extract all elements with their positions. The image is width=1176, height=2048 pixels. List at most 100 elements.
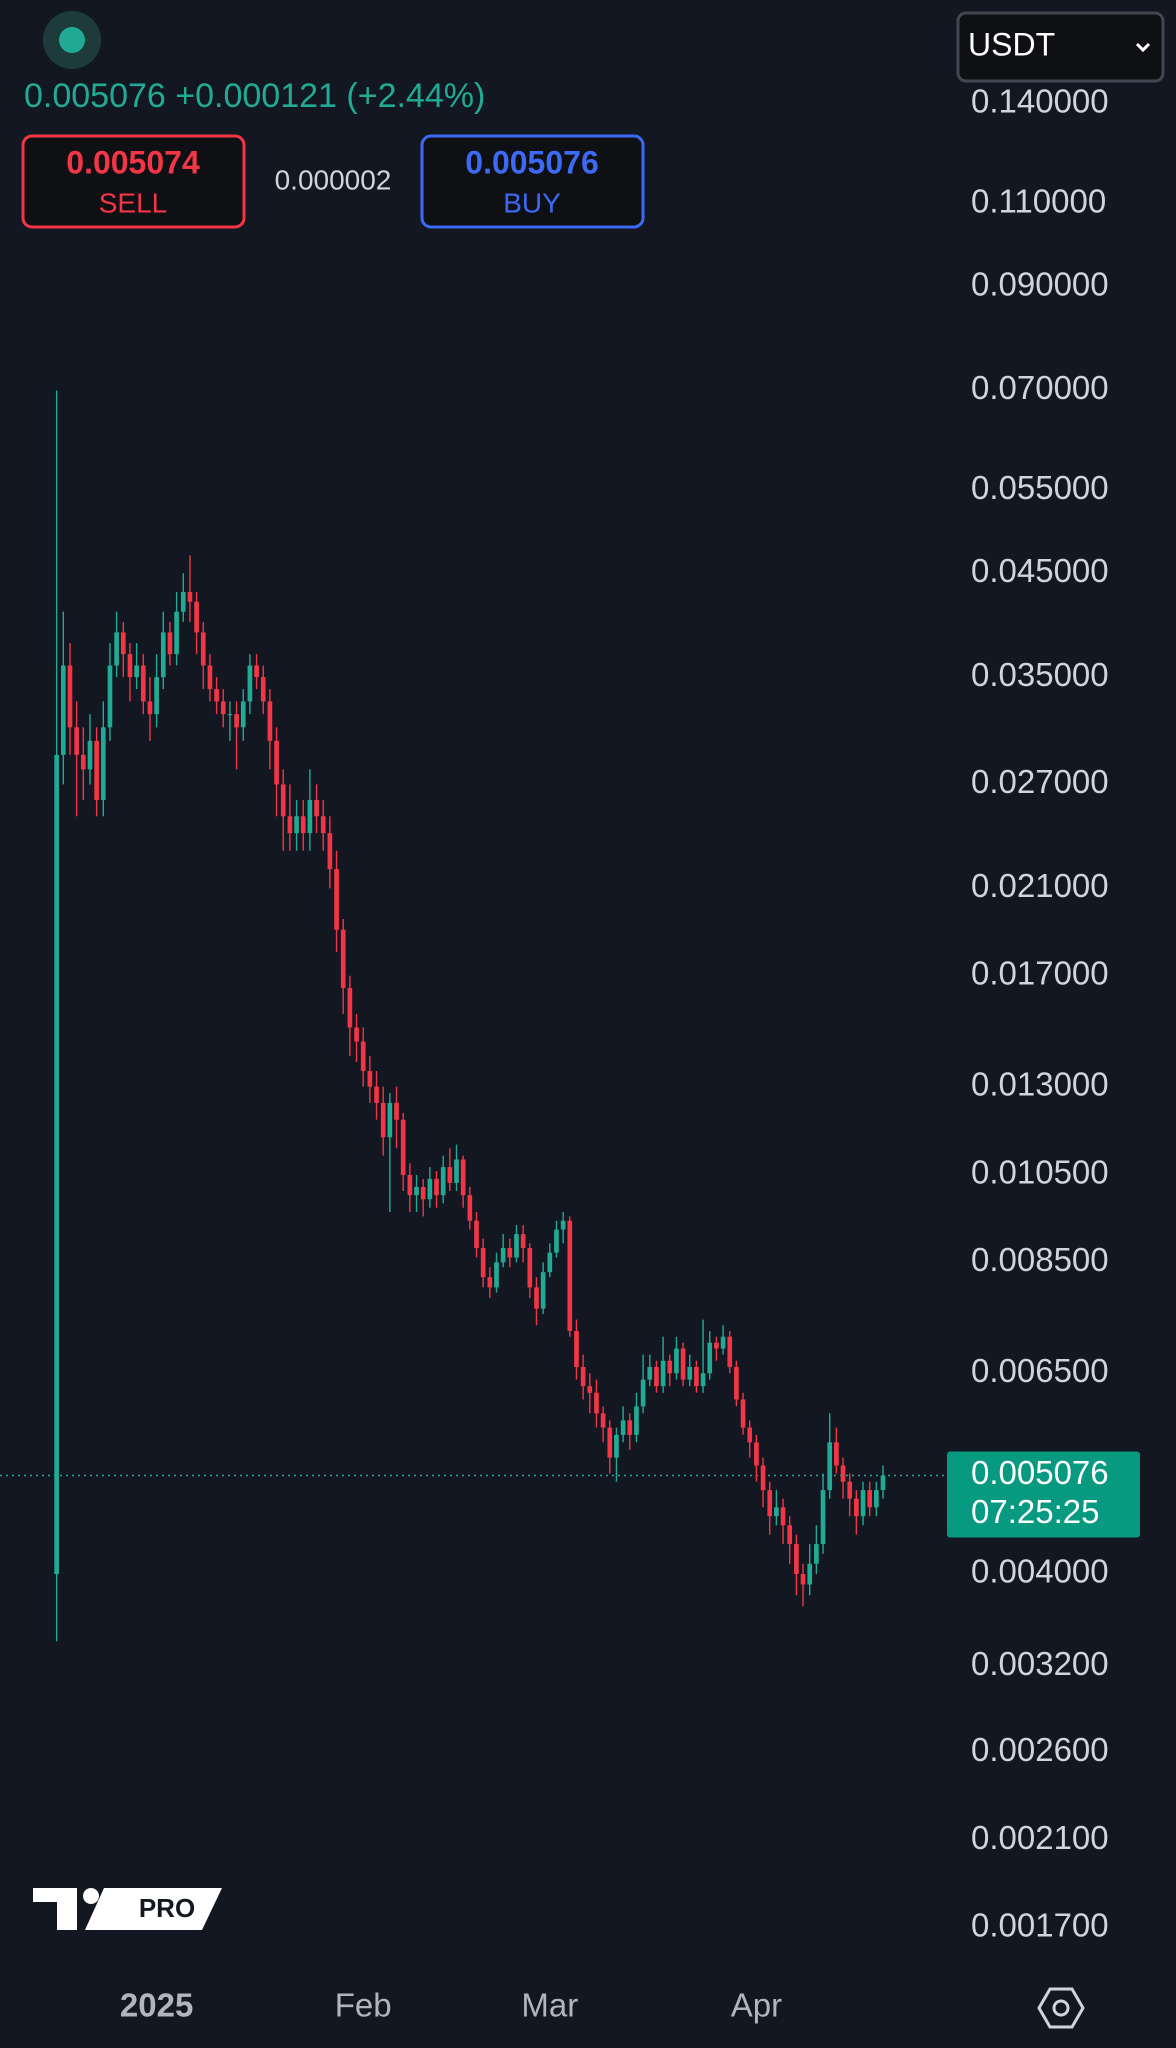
candle-body xyxy=(627,1420,633,1435)
candle-body xyxy=(634,1406,639,1435)
candle-body xyxy=(500,1247,506,1263)
candle-body xyxy=(420,1186,426,1200)
candle-body xyxy=(280,784,286,817)
candle-body xyxy=(794,1544,799,1574)
candle-body xyxy=(354,1027,359,1042)
x-tick-label: 2025 xyxy=(120,1987,193,2024)
logo-pro: PRO xyxy=(139,1893,195,1923)
candle-body xyxy=(600,1413,606,1428)
candle-body xyxy=(187,592,193,602)
settings-hole xyxy=(1052,1999,1070,2017)
x-tick-label: Apr xyxy=(731,1987,782,2024)
candle-body xyxy=(774,1507,779,1517)
buy-label: BUY xyxy=(503,187,561,218)
candle-body xyxy=(800,1573,806,1585)
candle-body xyxy=(294,816,299,834)
candle-body xyxy=(334,869,339,930)
y-tick-label: 0.003200 xyxy=(971,1645,1109,1682)
candle-body xyxy=(874,1490,879,1508)
candle-body xyxy=(834,1442,839,1466)
y-tick-label: 0.055000 xyxy=(971,469,1109,506)
candle-body xyxy=(140,665,146,702)
currency-label: USDT xyxy=(968,26,1055,62)
candle-body xyxy=(760,1465,766,1491)
candle-body xyxy=(807,1563,813,1585)
settings-icon[interactable] xyxy=(1037,1987,1085,2029)
candle-body xyxy=(707,1342,713,1374)
candle-body xyxy=(327,833,333,870)
candle-body xyxy=(174,611,179,655)
sell-label: SELL xyxy=(99,187,168,218)
y-tick-label: 0.110000 xyxy=(971,182,1106,219)
candle-body xyxy=(427,1178,433,1200)
candle-body xyxy=(180,592,186,612)
candle-body xyxy=(840,1465,846,1482)
candle-body xyxy=(827,1442,833,1491)
candle-body xyxy=(467,1195,473,1221)
candle-body xyxy=(574,1330,579,1367)
candle-body xyxy=(440,1167,446,1196)
y-tick-label: 0.006500 xyxy=(971,1352,1109,1389)
candle-body xyxy=(220,701,226,715)
sell-button[interactable] xyxy=(21,134,246,229)
candle-body xyxy=(80,754,86,770)
candle-body xyxy=(674,1348,679,1374)
candle-body xyxy=(547,1252,553,1273)
y-tick-label: 0.002100 xyxy=(971,1819,1109,1856)
candle-body xyxy=(367,1071,373,1087)
logo-t xyxy=(33,1888,77,1930)
candle-body xyxy=(454,1159,459,1183)
candle-body xyxy=(534,1287,539,1309)
candle-body xyxy=(147,701,153,715)
candle-body xyxy=(54,754,59,1574)
y-tick-label: 0.002600 xyxy=(971,1731,1109,1768)
y-tick-label: 0.140000 xyxy=(971,83,1109,120)
y-tick-label: 0.045000 xyxy=(971,552,1109,589)
candle-body xyxy=(747,1427,753,1443)
x-tick-label: Mar xyxy=(521,1987,578,2024)
candle-body xyxy=(414,1186,419,1196)
candle-body xyxy=(287,816,293,834)
candle-body xyxy=(214,689,219,702)
candle-body xyxy=(780,1507,786,1526)
last-price: 0.005076 xyxy=(24,77,166,115)
y-tick-label: 0.070000 xyxy=(971,369,1109,406)
price-change: +0.000121 xyxy=(175,77,337,115)
candle-body xyxy=(714,1342,719,1349)
settings-hex xyxy=(1037,1987,1085,2029)
candle-body xyxy=(60,665,66,755)
candle-body xyxy=(114,632,119,666)
candle-body xyxy=(680,1348,686,1380)
candle-body xyxy=(487,1277,493,1288)
candle-body xyxy=(400,1119,406,1175)
candle-body xyxy=(767,1490,773,1517)
candle-body xyxy=(700,1373,706,1387)
candle-body xyxy=(620,1420,626,1435)
y-tick-label: 0.013000 xyxy=(971,1065,1109,1102)
candle-body xyxy=(167,632,173,655)
logo-dot xyxy=(83,1888,99,1904)
y-tick-label: 0.010500 xyxy=(971,1154,1109,1191)
candle-body xyxy=(360,1041,366,1072)
x-tick-label: Feb xyxy=(335,1987,392,2024)
candle-body xyxy=(740,1399,746,1428)
price-change-pct: (+2.44%) xyxy=(346,77,485,115)
y-tick-label: 0.017000 xyxy=(971,954,1109,991)
currency-select[interactable] xyxy=(956,11,1165,83)
candle-body xyxy=(694,1366,699,1387)
candle-body xyxy=(647,1366,653,1380)
candle-body xyxy=(394,1102,399,1120)
candle-body xyxy=(107,665,113,728)
candle-body xyxy=(87,740,93,770)
candle-body xyxy=(527,1247,533,1288)
candle-body xyxy=(480,1247,486,1278)
y-tick-label: 0.090000 xyxy=(971,265,1109,302)
candle-body xyxy=(594,1392,599,1414)
candle-body xyxy=(660,1360,666,1387)
candle-body xyxy=(320,816,326,834)
buy-button[interactable] xyxy=(420,134,645,229)
candle-body xyxy=(347,988,353,1028)
candle-body xyxy=(254,665,259,678)
y-tick-label: 0.021000 xyxy=(971,867,1109,904)
